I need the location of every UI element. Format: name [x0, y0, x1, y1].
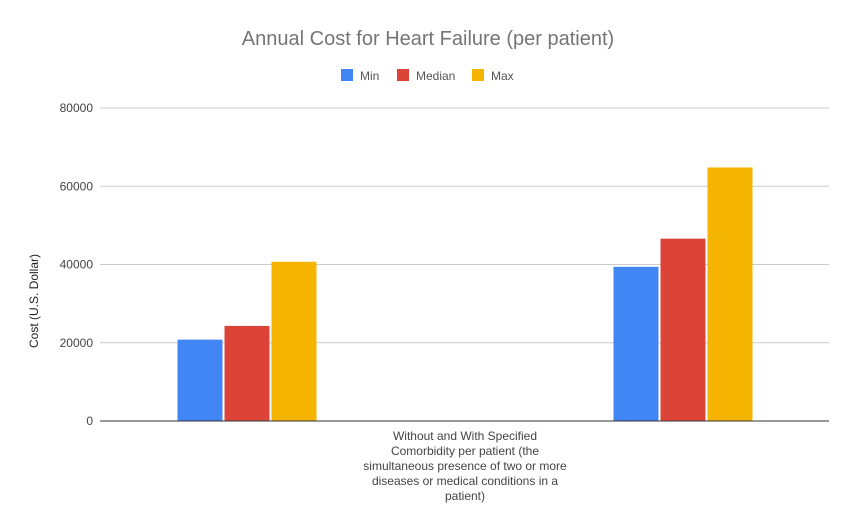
y-tick-label: 80000 — [60, 101, 94, 115]
y-tick-label: 60000 — [60, 179, 94, 193]
legend-label-max: Max — [491, 69, 514, 83]
legend-swatch-min — [341, 69, 353, 81]
bars — [177, 167, 753, 421]
category-label-line: patient) — [445, 489, 485, 503]
bar-max-2 — [707, 167, 753, 421]
y-axis-ticks: 0 20000 40000 60000 80000 — [60, 101, 94, 428]
y-tick-label: 0 — [86, 414, 93, 428]
legend-label-min: Min — [360, 69, 379, 83]
category-label-line: diseases or medical conditions in a — [372, 474, 558, 488]
bar-min-1 — [177, 339, 223, 421]
legend-swatch-max — [472, 69, 484, 81]
chart-title: Annual Cost for Heart Failure (per patie… — [242, 28, 614, 50]
category-label-line: Comorbidity per patient (the — [391, 444, 539, 458]
bar-median-1 — [224, 325, 270, 421]
category-label-line: Without and With Specified — [393, 429, 537, 443]
y-tick-label: 40000 — [60, 258, 94, 272]
category-label-line: simultaneous presence of two or more — [363, 459, 567, 473]
legend: Min Median Max — [341, 69, 514, 83]
y-tick-label: 20000 — [60, 336, 94, 350]
bar-min-2 — [613, 266, 659, 421]
y-axis-label: Cost (U.S. Dollar) — [27, 254, 41, 348]
legend-swatch-median — [397, 69, 409, 81]
bar-median-2 — [660, 238, 706, 421]
bar-max-1 — [271, 261, 317, 421]
legend-label-median: Median — [416, 69, 455, 83]
